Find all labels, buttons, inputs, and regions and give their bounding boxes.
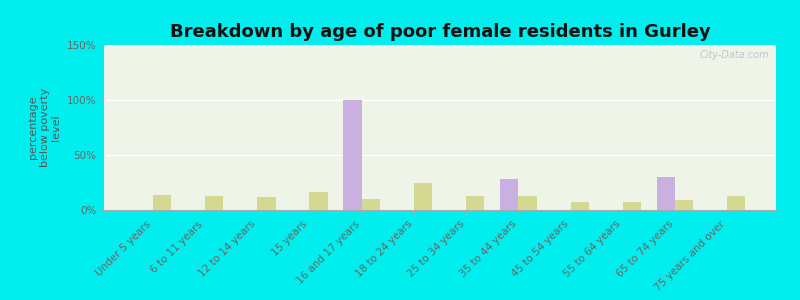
Bar	[205, 196, 223, 210]
Bar	[414, 182, 432, 210]
Bar	[466, 196, 484, 210]
Text: City-Data.com: City-Data.com	[700, 50, 770, 60]
Bar	[343, 100, 362, 210]
Bar	[258, 197, 275, 210]
Bar	[362, 199, 380, 210]
Title: Breakdown by age of poor female residents in Gurley: Breakdown by age of poor female resident…	[170, 23, 710, 41]
Bar	[500, 179, 518, 210]
Bar	[310, 192, 328, 210]
Bar	[727, 196, 746, 210]
Bar	[657, 177, 675, 210]
Bar	[570, 202, 589, 210]
Bar	[675, 200, 694, 210]
Bar	[153, 195, 171, 210]
Bar	[622, 202, 641, 210]
Bar	[518, 196, 537, 210]
Y-axis label: percentage
below poverty
level: percentage below poverty level	[28, 88, 61, 167]
